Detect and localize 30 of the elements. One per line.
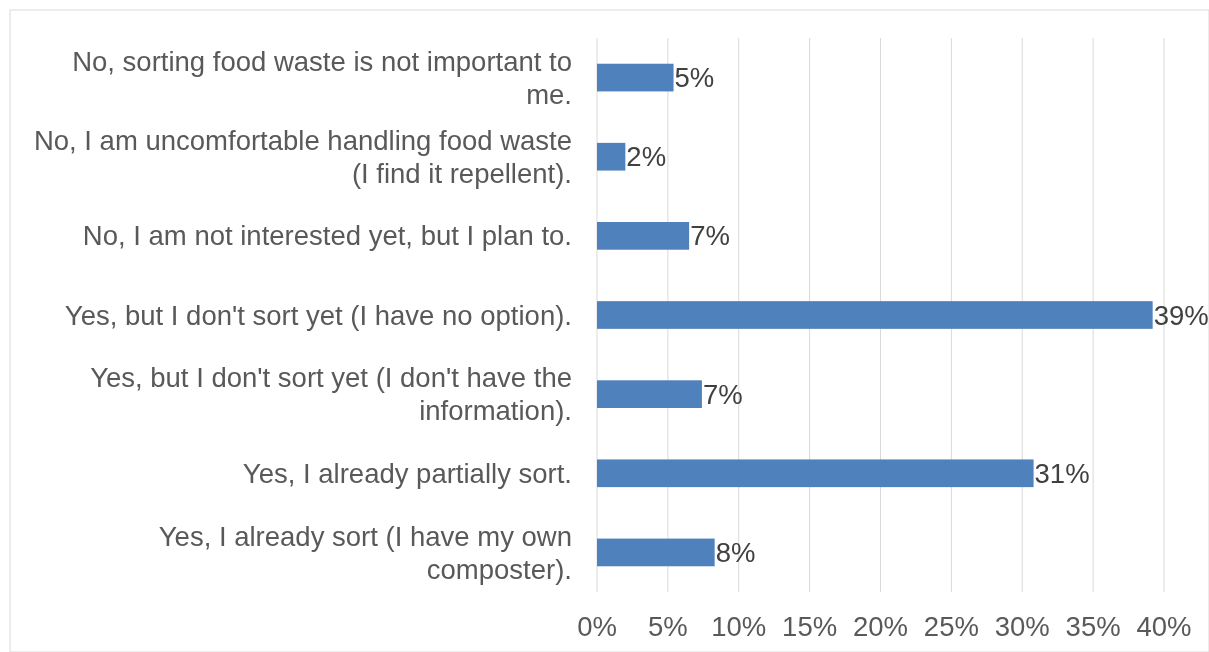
y-tick-label: Yes, I already sort (I have my own composter). xyxy=(158,520,572,585)
data-label: 7% xyxy=(702,378,743,410)
x-tick-label: 5% xyxy=(648,611,688,642)
bar xyxy=(597,301,1153,329)
data-label: 8% xyxy=(715,537,756,569)
y-tick-label: Yes, but I don't sort yet (I have no option). xyxy=(64,299,572,331)
data-label: 31% xyxy=(1034,457,1090,489)
x-tick-label: 10% xyxy=(711,611,767,642)
bar xyxy=(597,142,626,171)
bar xyxy=(597,459,1034,488)
y-tick-label: Yes, I already partially sort. xyxy=(242,457,572,489)
x-tick-label: 20% xyxy=(852,611,909,642)
x-tick-label: 30% xyxy=(994,611,1050,642)
y-tick-label: Yes, but I don't sort yet (I don't have the information). xyxy=(90,362,572,427)
x-tick-label: 25% xyxy=(923,611,979,642)
data-label: 2% xyxy=(626,141,667,173)
x-tick-label: 15% xyxy=(782,611,838,642)
data-label: 7% xyxy=(690,220,730,252)
x-tick-label: 35% xyxy=(1065,611,1121,642)
y-tick-label: No, sorting food waste is not important to me. xyxy=(72,45,572,110)
bar xyxy=(597,380,702,408)
x-tick-label: 0% xyxy=(577,611,617,642)
y-tick-label: No, I am not interested yet, but I plan to. xyxy=(82,220,572,252)
x-tick-label: 40% xyxy=(1136,611,1192,642)
bar xyxy=(597,222,690,250)
data-label: 5% xyxy=(674,62,715,94)
bar xyxy=(597,63,674,92)
bar xyxy=(597,538,715,567)
y-tick-label: No, I am uncomfortable handling food waste (I find it repellent). xyxy=(33,124,572,189)
data-label: 39% xyxy=(1153,299,1209,331)
